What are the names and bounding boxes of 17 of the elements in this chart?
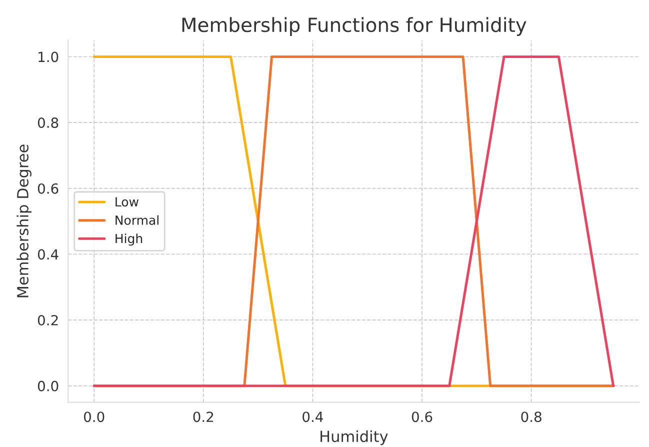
y-tick-label: 0.6 [38, 183, 58, 194]
x-tick-label: 0.8 [521, 412, 542, 422]
y-tick-label: 0.0 [38, 380, 58, 392]
legend-label: Normal [116, 215, 158, 225]
x-tick-label: 0.0 [84, 412, 104, 422]
y-tick-label: 0.4 [38, 249, 58, 260]
y-axis-title: Membership Degree [16, 144, 32, 298]
x-tick-label: 0.2 [193, 412, 214, 422]
x-tick-label: 0.6 [412, 412, 432, 422]
chart-title: Membership Functions for Humidity [182, 17, 526, 36]
legend-label: Low [116, 197, 138, 207]
x-tick-label: 0.4 [302, 412, 323, 422]
x-axis-title: Humidity [320, 430, 388, 446]
legend-label: High [116, 234, 142, 246]
y-tick-label: 1.0 [38, 52, 58, 62]
y-tick-label: 0.2 [38, 314, 58, 326]
y-tick-label: 0.8 [38, 117, 58, 128]
